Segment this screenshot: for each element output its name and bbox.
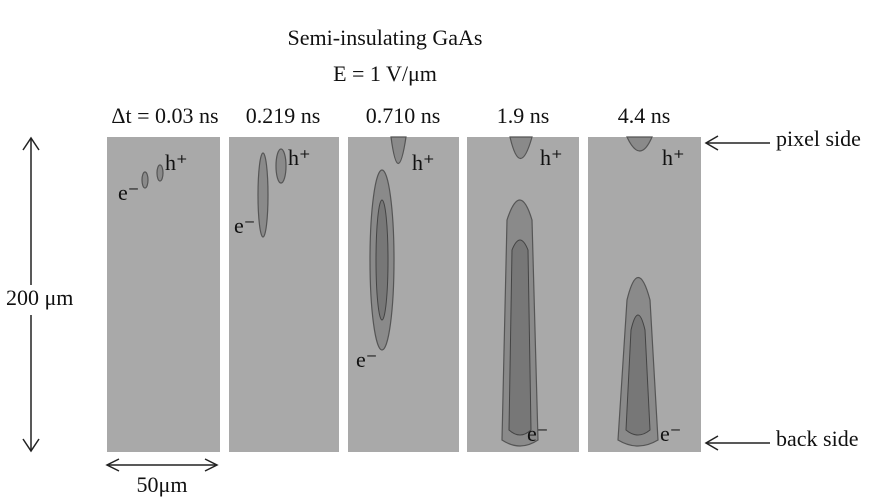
cloud [275, 148, 287, 184]
hole-label: h⁺ [165, 150, 188, 175]
subtitle: E = 1 V/μm [333, 61, 437, 86]
width-label: 50μm [137, 472, 188, 497]
time-label: 4.4 ns [618, 103, 671, 128]
panels [107, 137, 701, 452]
panel [229, 137, 339, 452]
cloud [375, 199, 389, 321]
cloud [257, 152, 269, 238]
electron-label: e⁻ [118, 180, 139, 205]
panel [107, 137, 220, 452]
electron-label: e⁻ [356, 347, 377, 372]
cloud [141, 171, 149, 189]
panel [348, 137, 459, 452]
time-label: 1.9 ns [497, 103, 550, 128]
label-bg [0, 285, 80, 315]
hole-label: h⁺ [412, 150, 435, 175]
hole-label: h⁺ [662, 145, 685, 170]
title: Semi-insulating GaAs [288, 25, 483, 50]
electron-label: e⁻ [234, 213, 255, 238]
hole-label: h⁺ [288, 145, 311, 170]
back-side-label: back side [776, 426, 858, 451]
pixel-side-label: pixel side [776, 126, 861, 151]
charge-clouds [141, 136, 659, 447]
electron-label: e⁻ [660, 421, 681, 446]
cloud [156, 164, 164, 182]
cloud [626, 136, 653, 152]
time-label: 0.219 ns [246, 103, 321, 128]
width-arrow [105, 458, 219, 472]
side-arrows [704, 135, 770, 451]
hole-label: h⁺ [540, 145, 563, 170]
cloud [625, 314, 651, 436]
cloud [508, 239, 532, 436]
cloud [509, 136, 533, 159]
cloud [390, 136, 407, 164]
electron-label: e⁻ [527, 421, 548, 446]
time-label: Δt = 0.03 ns [111, 103, 218, 128]
depth-label: 200 μm [6, 285, 73, 310]
time-label: 0.710 ns [366, 103, 441, 128]
